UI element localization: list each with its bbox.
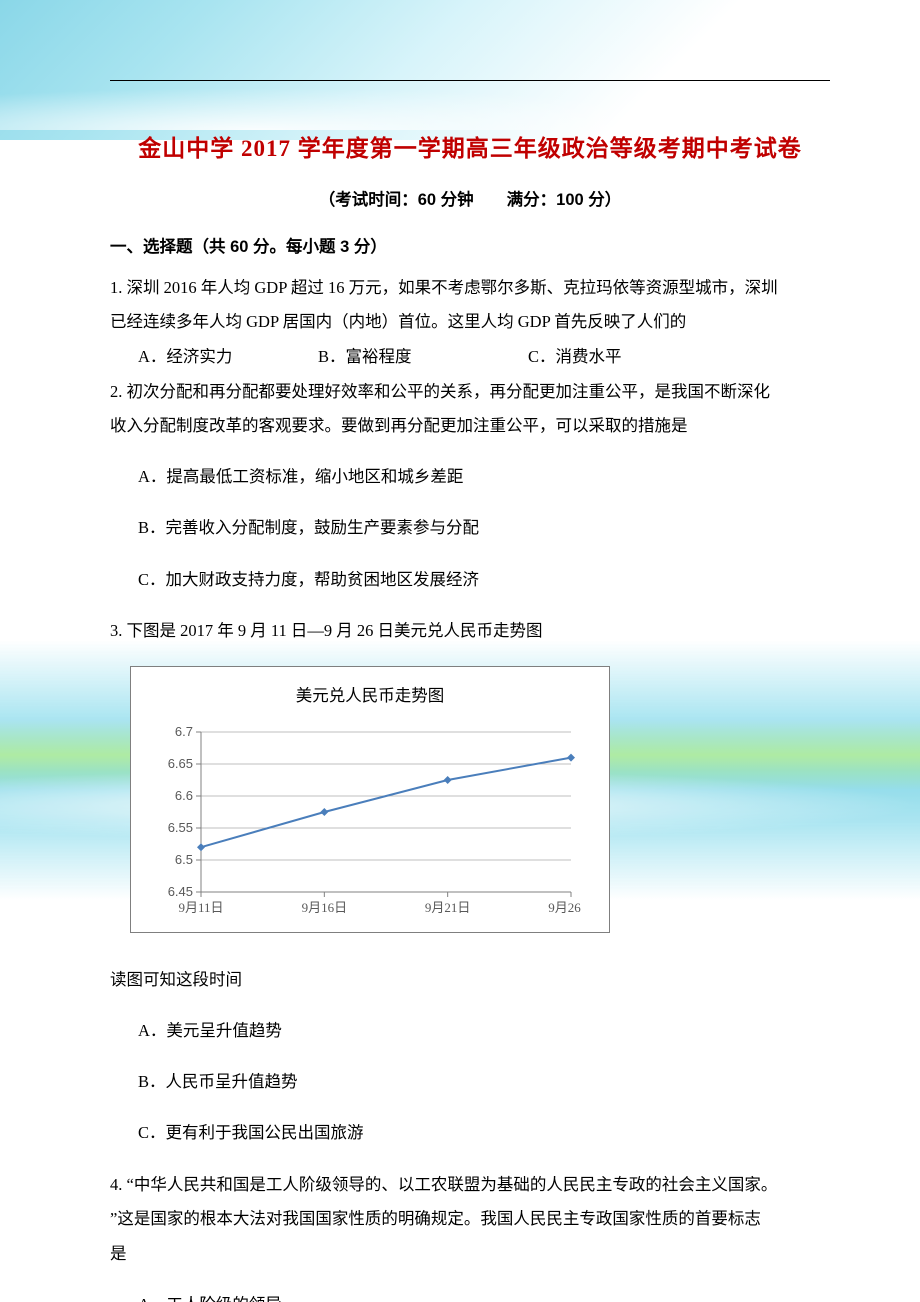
option: B．完善收入分配制度，鼓励生产要素参与分配 bbox=[138, 511, 830, 546]
question-2-stem: 收入分配制度改革的客观要求。要做到再分配更加注重公平，可以采取的措施是 bbox=[110, 409, 830, 444]
question-4-stem: 4. “中华人民共和国是工人阶级领导的、以工农联盟为基础的人民民主专政的社会主义… bbox=[110, 1168, 830, 1203]
svg-text:9月11日: 9月11日 bbox=[178, 900, 223, 915]
option: C．更有利于我国公民出国旅游 bbox=[138, 1116, 830, 1151]
chart-svg: 6.45 6.5 6.55 6.6 6.65 6.7 9月11日 9月16日 9月21日 9月26… bbox=[141, 722, 581, 922]
option: A．提高最低工资标准，缩小地区和城乡差距 bbox=[138, 460, 830, 495]
option: C．消费水平 bbox=[528, 340, 678, 375]
question-3-stem: 3. 下图是 2017 年 9 月 11 日—9 月 26 日美元兑人民币走势图 bbox=[110, 614, 830, 649]
option: A．经济实力 bbox=[138, 340, 318, 375]
svg-text:6.55: 6.55 bbox=[168, 820, 193, 835]
question-4-stem: ”这是国家的根本大法对我国国家性质的明确规定。我国人民民主专政国家性质的首要标志 bbox=[110, 1202, 830, 1237]
question-1-stem: 已经连续多年人均 GDP 居国内（内地）首位。这里人均 GDP 首先反映了人们的 bbox=[110, 305, 830, 340]
page-content: 金山中学 2017 学年度第一学期高三年级政治等级考期中考试卷 （考试时间：60… bbox=[0, 0, 920, 1302]
option: C．加大财政支持力度，帮助贫困地区发展经济 bbox=[138, 563, 830, 598]
svg-text:9月21日: 9月21日 bbox=[425, 900, 471, 915]
option: B．富裕程度 bbox=[318, 340, 528, 375]
top-divider bbox=[110, 80, 830, 81]
section-heading: 一、选择题（共 60 分。每小题 3 分） bbox=[110, 230, 830, 265]
document-subtitle: （考试时间：60 分钟 满分：100 分） bbox=[110, 183, 830, 218]
svg-text:6.6: 6.6 bbox=[175, 788, 193, 803]
chart-title: 美元兑人民币走势图 bbox=[141, 679, 599, 714]
svg-text:9月16日: 9月16日 bbox=[302, 900, 348, 915]
svg-text:6.45: 6.45 bbox=[168, 884, 193, 899]
question-1-options: A．经济实力B．富裕程度C．消费水平 bbox=[138, 340, 830, 375]
option: A．美元呈升值趋势 bbox=[138, 1014, 830, 1049]
exchange-rate-chart: 美元兑人民币走势图 6.45 6.5 6.55 6.6 6.65 6.7 9月11日 9月16日… bbox=[130, 666, 610, 933]
document-title: 金山中学 2017 学年度第一学期高三年级政治等级考期中考试卷 bbox=[110, 125, 830, 173]
svg-text:6.7: 6.7 bbox=[175, 724, 193, 739]
question-3-after-chart: 读图可知这段时间 bbox=[110, 963, 830, 998]
svg-text:6.65: 6.65 bbox=[168, 756, 193, 771]
question-4-stem: 是 bbox=[110, 1237, 830, 1272]
option: B．人民币呈升值趋势 bbox=[138, 1065, 830, 1100]
questions-container: 1. 深圳 2016 年人均 GDP 超过 16 万元，如果不考虑鄂尔多斯、克拉… bbox=[110, 271, 830, 1302]
svg-text:6.5: 6.5 bbox=[175, 852, 193, 867]
question-1-stem: 1. 深圳 2016 年人均 GDP 超过 16 万元，如果不考虑鄂尔多斯、克拉… bbox=[110, 271, 830, 306]
option: A．工人阶级的领导 bbox=[138, 1288, 830, 1302]
question-2-stem: 2. 初次分配和再分配都要处理好效率和公平的关系，再分配更加注重公平，是我国不断… bbox=[110, 375, 830, 410]
svg-text:9月26日: 9月26日 bbox=[548, 900, 581, 915]
